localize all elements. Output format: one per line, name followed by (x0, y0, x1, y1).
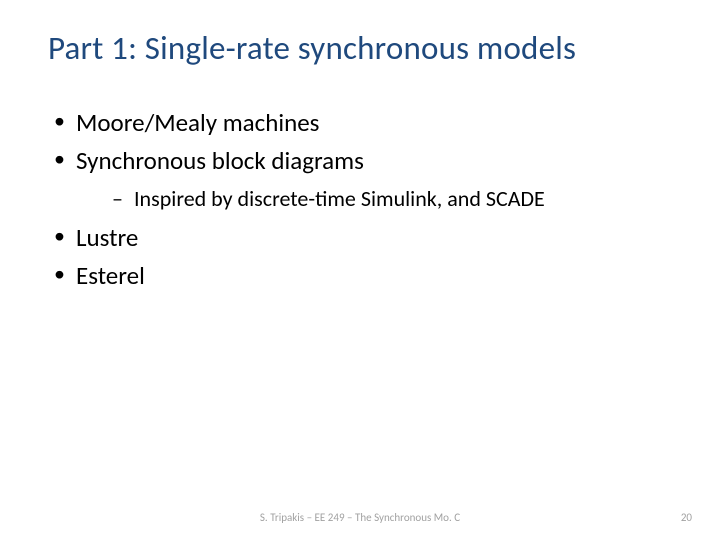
bullet-list: Moore/Mealy machines Synchronous block d… (48, 106, 672, 293)
bullet-text: Esterel (76, 260, 145, 291)
sub-bullet-list: Inspired by discrete-time Simulink, and … (76, 184, 672, 214)
bullet-item: Esterel (48, 259, 672, 293)
bullet-text: Synchronous block diagrams (76, 145, 364, 176)
bullet-item: Moore/Mealy machines (48, 106, 672, 140)
sub-bullet-item: Inspired by discrete-time Simulink, and … (76, 184, 672, 214)
bullet-text: Lustre (76, 222, 138, 253)
footer-center-text: S. Tripakis – EE 249 – The Synchronous M… (0, 511, 720, 524)
slide: Part 1: Single-rate synchronous models M… (0, 0, 720, 540)
slide-title: Part 1: Single-rate synchronous models (48, 28, 672, 68)
sub-bullet-text: Inspired by discrete-time Simulink, and … (134, 185, 545, 212)
bullet-item: Lustre (48, 221, 672, 255)
bullet-item: Synchronous block diagrams Inspired by d… (48, 144, 672, 213)
page-number: 20 (681, 511, 692, 524)
bullet-text: Moore/Mealy machines (76, 107, 319, 138)
